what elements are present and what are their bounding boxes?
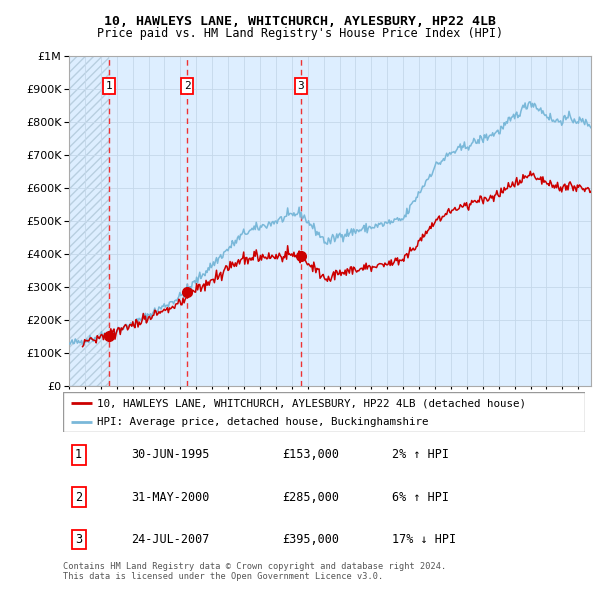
Text: Price paid vs. HM Land Registry's House Price Index (HPI): Price paid vs. HM Land Registry's House … (97, 27, 503, 40)
Text: 3: 3 (298, 81, 304, 91)
Text: £395,000: £395,000 (282, 533, 339, 546)
Text: 17% ↓ HPI: 17% ↓ HPI (392, 533, 456, 546)
Text: 2: 2 (184, 81, 190, 91)
Bar (69, 56, 109, 386)
Text: 3: 3 (75, 533, 82, 546)
Text: Contains HM Land Registry data © Crown copyright and database right 2024.
This d: Contains HM Land Registry data © Crown c… (63, 562, 446, 581)
Text: £285,000: £285,000 (282, 490, 339, 504)
Text: 1: 1 (106, 81, 112, 91)
Text: 30-JUN-1995: 30-JUN-1995 (131, 448, 209, 461)
Text: 1: 1 (75, 448, 82, 461)
Text: 10, HAWLEYS LANE, WHITCHURCH, AYLESBURY, HP22 4LB (detached house): 10, HAWLEYS LANE, WHITCHURCH, AYLESBURY,… (97, 398, 526, 408)
Text: 6% ↑ HPI: 6% ↑ HPI (392, 490, 449, 504)
Text: HPI: Average price, detached house, Buckinghamshire: HPI: Average price, detached house, Buck… (97, 417, 428, 427)
Text: 10, HAWLEYS LANE, WHITCHURCH, AYLESBURY, HP22 4LB: 10, HAWLEYS LANE, WHITCHURCH, AYLESBURY,… (104, 15, 496, 28)
Text: 2: 2 (75, 490, 82, 504)
Text: 24-JUL-2007: 24-JUL-2007 (131, 533, 209, 546)
Text: £153,000: £153,000 (282, 448, 339, 461)
Text: 31-MAY-2000: 31-MAY-2000 (131, 490, 209, 504)
Text: 2% ↑ HPI: 2% ↑ HPI (392, 448, 449, 461)
